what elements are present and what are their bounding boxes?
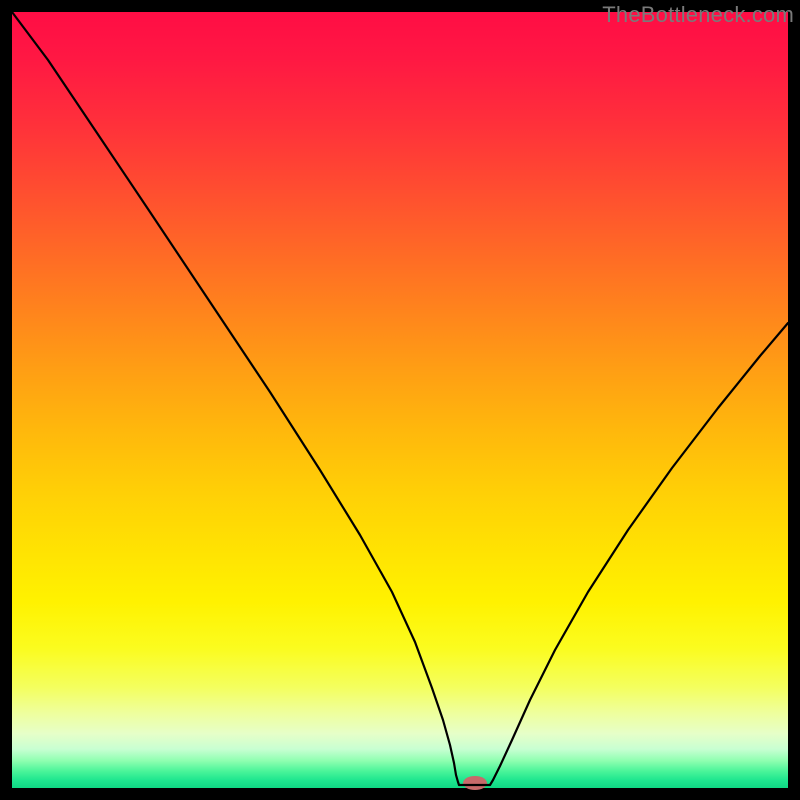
- chart-container: TheBottleneck.com: [0, 0, 800, 800]
- gradient-background: [12, 12, 788, 788]
- optimal-point-marker: [463, 776, 487, 790]
- bottleneck-curve-chart: [0, 0, 800, 800]
- watermark-text: TheBottleneck.com: [602, 2, 794, 28]
